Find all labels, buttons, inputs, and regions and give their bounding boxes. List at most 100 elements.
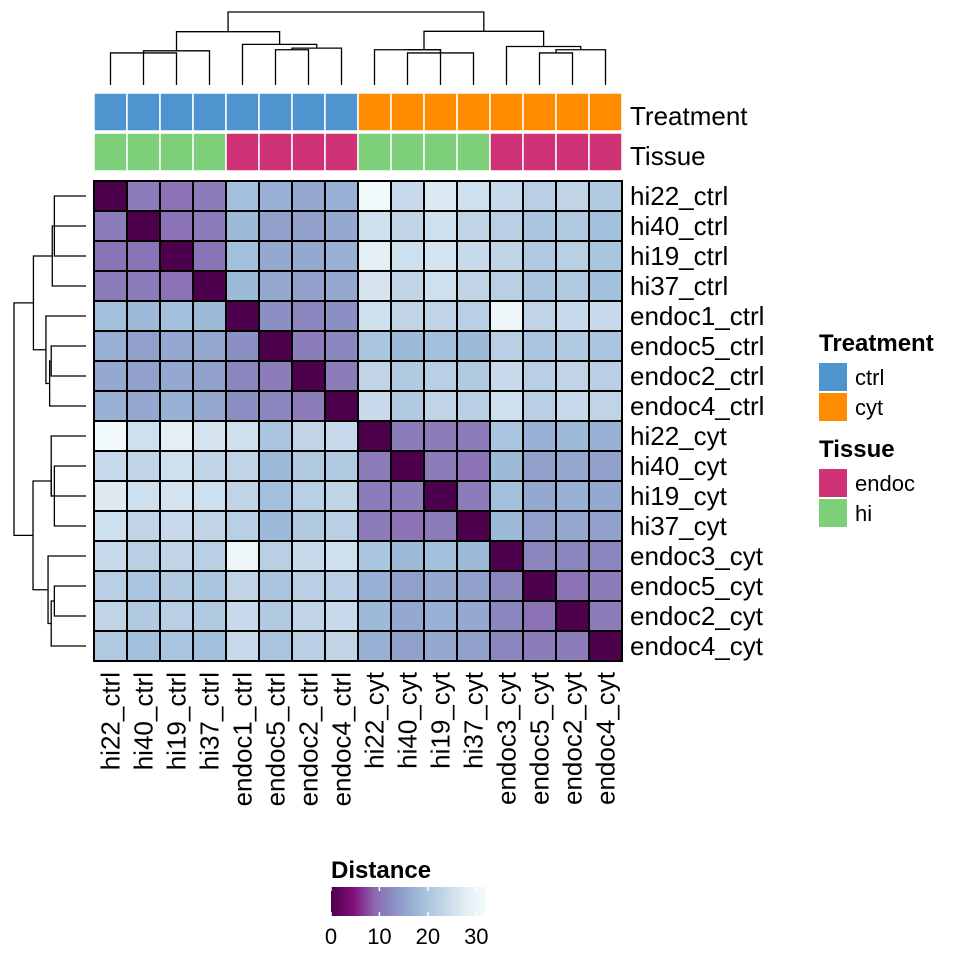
heatmap-cell xyxy=(555,180,590,212)
row-labels: hi22_ctrlhi40_ctrlhi19_ctrlhi37_ctrlendo… xyxy=(630,181,764,661)
heatmap-cell xyxy=(357,570,392,602)
heatmap-cell xyxy=(126,210,161,242)
heatmap-cell xyxy=(93,210,128,242)
heatmap-cell xyxy=(291,420,326,452)
heatmap-cell xyxy=(192,570,227,602)
tissue-annotation-cell xyxy=(93,132,128,172)
row-dendrogram-branch xyxy=(45,315,86,385)
column-label: endoc4_ctrl xyxy=(327,672,357,806)
heatmap-cell xyxy=(555,330,590,362)
heatmap-cell xyxy=(357,630,392,662)
heatmap-cell xyxy=(423,510,458,542)
tissue-annotation-cell xyxy=(423,132,458,172)
legend-label-cyt: cyt xyxy=(855,395,883,420)
heatmap-cell xyxy=(423,330,458,362)
heatmap-cell xyxy=(357,300,392,332)
heatmap-cell xyxy=(555,270,590,302)
heatmap-cell xyxy=(555,630,590,662)
heatmap-cell xyxy=(456,450,491,482)
heatmap-cell xyxy=(522,570,557,602)
heatmap-cell xyxy=(291,390,326,422)
treatment-annotation-cell xyxy=(588,92,623,132)
heatmap-cell xyxy=(456,570,491,602)
heatmap-cell xyxy=(456,270,491,302)
heatmap-cell xyxy=(291,210,326,242)
heatmap-cell xyxy=(522,630,557,662)
heatmap-cell xyxy=(522,360,557,392)
heatmap-cell xyxy=(258,450,293,482)
heatmap-cell xyxy=(159,510,194,542)
heatmap-cell xyxy=(324,540,359,572)
column-labels: hi22_ctrl hi40_ctrl hi19_ctrl hi37_ctrl endo… xyxy=(96,671,621,806)
row-label: endoc3_cyt xyxy=(630,541,764,571)
heatmap-cell xyxy=(225,510,260,542)
column-label: hi22_ctrl xyxy=(96,672,126,770)
heatmap-cell xyxy=(192,240,227,272)
row-label: hi22_cyt xyxy=(630,421,728,451)
heatmap-cell xyxy=(192,450,227,482)
heatmap-cell xyxy=(225,270,260,302)
heatmap-cell xyxy=(357,540,392,572)
heatmap-cell xyxy=(390,510,425,542)
heatmap-cell xyxy=(555,420,590,452)
tissue-annotation-cell xyxy=(159,132,194,172)
tissue-annotation-cell xyxy=(456,132,491,172)
heatmap-cell xyxy=(423,450,458,482)
heatmap-cell xyxy=(522,390,557,422)
column-label: endoc1_ctrl xyxy=(228,672,258,806)
heatmap-cell xyxy=(93,240,128,272)
heatmap-cell xyxy=(522,300,557,332)
heatmap-cell xyxy=(390,330,425,362)
row-dendrogram-branch xyxy=(53,585,86,617)
heatmap-cell xyxy=(588,510,623,542)
heatmap-cell xyxy=(390,420,425,452)
heatmap-cell xyxy=(93,270,128,302)
colorbar-tick-label: 30 xyxy=(464,924,488,949)
tissue-annotation-cell xyxy=(522,132,557,172)
heatmap-cell xyxy=(489,300,524,332)
column-label: endoc4_cyt xyxy=(591,671,621,805)
heatmap-cell xyxy=(159,450,194,482)
heatmap-cell xyxy=(126,300,161,332)
heatmap-cell xyxy=(258,600,293,632)
heatmap-cells xyxy=(93,180,623,662)
heatmap-cell xyxy=(423,210,458,242)
row-label: hi19_ctrl xyxy=(630,241,728,271)
heatmap-cell xyxy=(555,600,590,632)
heatmap-cell xyxy=(489,240,524,272)
heatmap-cell xyxy=(159,180,194,212)
heatmap-cell xyxy=(159,270,194,302)
heatmap-cell xyxy=(324,570,359,602)
heatmap-cell xyxy=(324,510,359,542)
column-dendrogram-branch xyxy=(109,52,178,85)
heatmap-cell xyxy=(324,210,359,242)
heatmap-cell xyxy=(522,270,557,302)
heatmap-cell xyxy=(291,450,326,482)
column-label: hi40_ctrl xyxy=(129,672,159,770)
heatmap-cell xyxy=(489,360,524,392)
heatmap-cell xyxy=(588,240,623,272)
heatmap-cell xyxy=(324,360,359,392)
heatmap-cell xyxy=(588,360,623,392)
tissue-annotation-cell xyxy=(588,132,623,172)
heatmap-cell xyxy=(390,570,425,602)
heatmap-cell xyxy=(390,300,425,332)
column-dendrogram-branch xyxy=(505,45,582,85)
heatmap-cell xyxy=(192,270,227,302)
heatmap-cell xyxy=(522,480,557,512)
column-dendrogram-branch xyxy=(423,30,545,50)
heatmap-cell xyxy=(555,360,590,392)
row-label: hi40_ctrl xyxy=(630,211,728,241)
heatmap-cell xyxy=(258,210,293,242)
heatmap-cell xyxy=(324,480,359,512)
treatment-annotation-cell xyxy=(192,92,227,132)
heatmap-cell xyxy=(423,360,458,392)
heatmap-cell xyxy=(456,540,491,572)
heatmap-cell xyxy=(192,300,227,332)
heatmap-cell xyxy=(423,390,458,422)
heatmap-cell xyxy=(258,300,293,332)
heatmap-cell xyxy=(555,210,590,242)
heatmap-cell xyxy=(126,390,161,422)
heatmap-cell xyxy=(522,210,557,242)
colorbar-title: Distance xyxy=(331,857,431,884)
